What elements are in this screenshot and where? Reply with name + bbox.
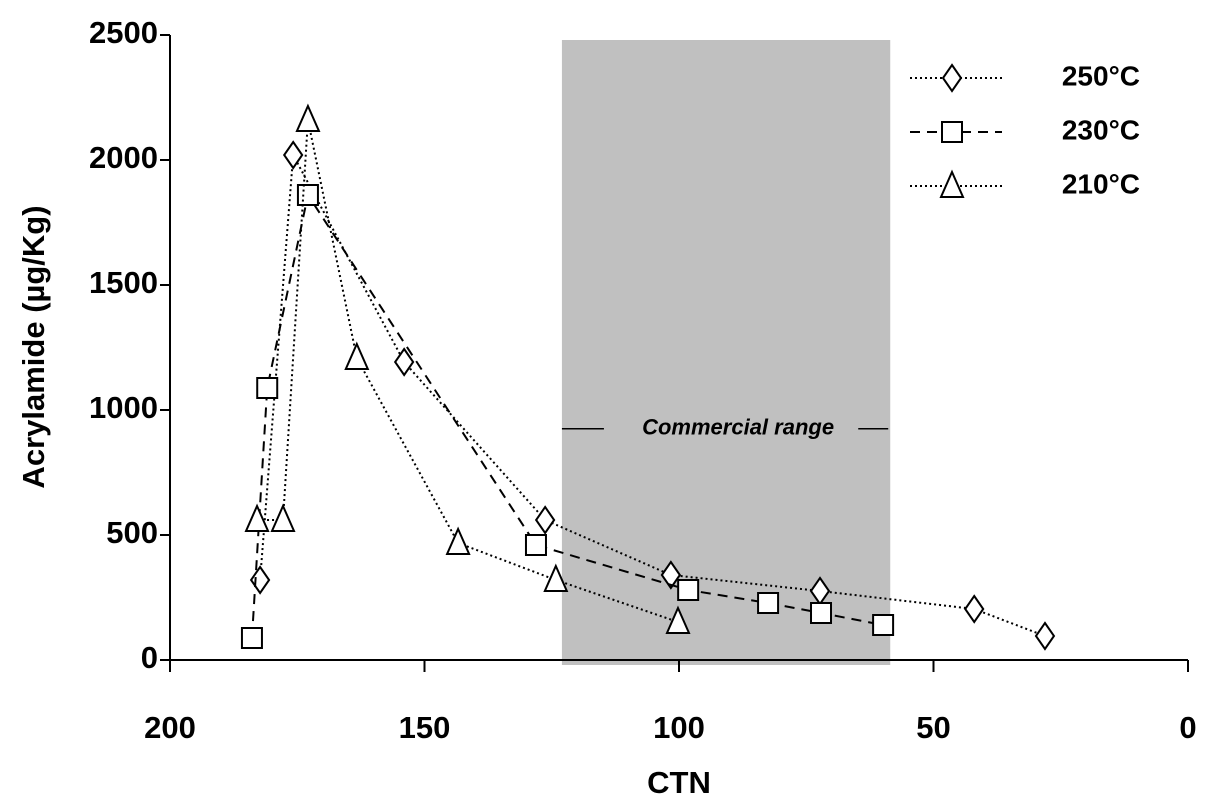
marker	[282, 140, 304, 170]
marker	[344, 341, 370, 370]
marker	[256, 377, 279, 399]
marker	[677, 579, 700, 601]
marker	[810, 602, 833, 624]
marker	[244, 503, 270, 532]
legend-marker	[941, 121, 963, 143]
y-tick-label: 0	[141, 640, 158, 675]
legend-label: 210°C	[1062, 168, 1140, 199]
legend-label: 250°C	[1062, 60, 1140, 91]
y-tick-label: 2000	[89, 140, 158, 175]
x-tick-label: 200	[144, 710, 196, 745]
marker	[665, 605, 691, 634]
y-tick-label: 500	[106, 515, 158, 550]
marker	[1034, 621, 1056, 651]
marker	[445, 526, 471, 555]
marker	[872, 614, 895, 636]
marker	[240, 627, 263, 649]
y-tick-label: 2500	[89, 15, 158, 50]
marker	[270, 503, 296, 532]
marker	[757, 592, 780, 614]
marker	[249, 565, 271, 595]
shaded-region	[561, 40, 891, 665]
x-tick-label: 100	[653, 710, 705, 745]
marker	[543, 563, 569, 592]
y-tick-label: 1500	[89, 265, 158, 300]
y-tick-label: 1000	[89, 390, 158, 425]
marker	[296, 184, 319, 206]
x-tick-label: 50	[916, 710, 950, 745]
series-line	[250, 192, 884, 639]
marker	[964, 594, 985, 624]
annotation: Commercial range	[642, 415, 834, 440]
legend-marker	[941, 63, 963, 93]
marker	[660, 560, 682, 590]
y-axis-label: Acrylamide (µg/Kg)	[16, 205, 51, 488]
x-tick-label: 150	[399, 710, 451, 745]
marker	[295, 103, 321, 132]
legend-label: 230°C	[1062, 114, 1140, 145]
x-axis-label: CTN	[647, 765, 711, 800]
x-tick-label: 0	[1179, 710, 1196, 745]
marker	[393, 347, 415, 377]
marker	[534, 505, 556, 535]
legend-marker	[939, 169, 965, 198]
marker	[524, 534, 547, 556]
